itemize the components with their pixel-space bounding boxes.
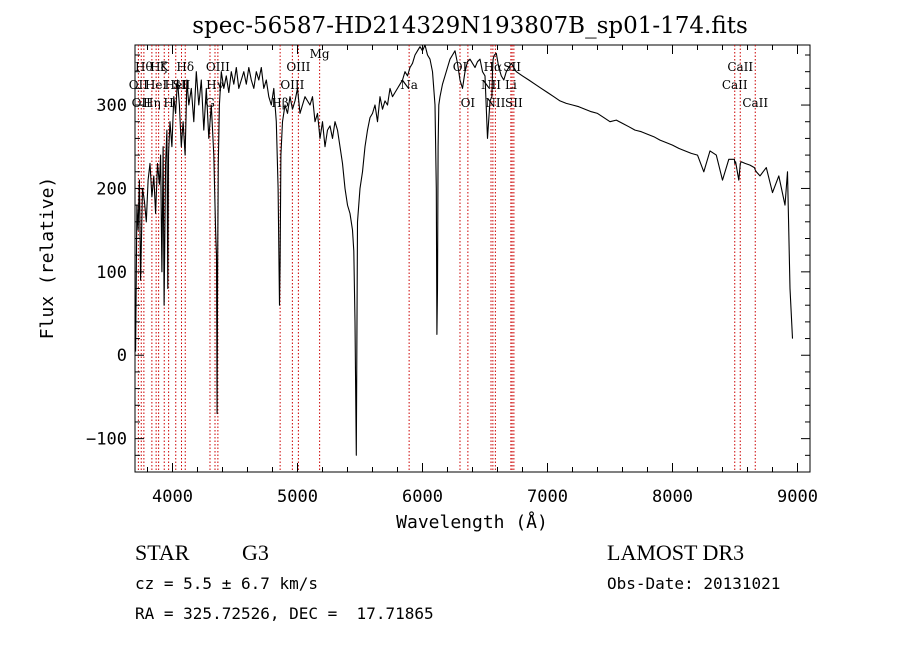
line-marker-label: OIII [206,60,230,74]
x-axis-label: Wavelength (Å) [396,511,548,533]
line-marker-label: OIII [280,78,304,92]
x-tick-label: 6000 [402,487,443,507]
line-marker-label: OII [132,96,152,110]
line-marker-label: CaII [722,78,748,92]
line-marker-label: OI [453,60,468,74]
observation-date: Obs-Date: 20131021 [607,574,780,593]
line-marker-label: Hθ [135,60,153,74]
y-tick-label: 100 [96,263,127,283]
chart-title: spec-56587-HD214329N193807B_sp01-174.fit… [192,13,748,39]
line-marker-label: NII [481,78,501,92]
object-class: STAR [135,540,190,565]
line-marker-label: CaII [727,60,753,74]
y-tick-label: −100 [86,430,127,450]
x-tick-label: 5000 [277,487,318,507]
line-marker-label: Na [400,78,418,92]
coordinates: RA = 325.72526, DEC = 17.71865 [135,604,434,623]
line-marker-label: Hη [143,96,161,110]
line-marker-label: CaII [742,96,768,110]
line-marker-label: HeI [165,78,188,92]
line-marker-label: Li [505,78,517,92]
y-tick-label: 0 [117,346,127,366]
line-marker-label: OIII [286,60,310,74]
spectrum-series-line [134,44,794,456]
tick-labels: 4000 5000 6000 7000 8000 9000 −100 0 100 200 300 [86,96,818,507]
survey-name: LAMOST DR3 [607,540,744,565]
y-axis-label: Flux (relative) [37,177,58,340]
line-marker-label: NII [485,96,505,110]
line-marker-label: H [163,96,173,110]
line-marker-label: G [205,96,215,110]
x-tick-label: 7000 [527,487,568,507]
spectral-line-labels: OIIOIIHθHηHeIHζKHHeISIIHδGHγOIIIHβOIIIOI… [129,47,769,110]
x-tick-label: 4000 [152,487,193,507]
line-marker-label: SII [503,60,521,74]
x-tick-label: 9000 [777,487,818,507]
line-marker-label: OII [129,78,149,92]
y-tick-label: 200 [96,179,127,199]
object-subclass: G3 [242,540,269,565]
line-marker-label: Hζ [150,60,167,74]
line-marker-label: Mg [310,47,330,61]
y-tick-label: 300 [96,96,127,116]
x-tick-label: 8000 [652,487,693,507]
spectral-line-markers [137,45,756,472]
line-marker-label: HeI [145,78,168,92]
line-marker-label: K [160,60,170,74]
line-marker-label: Hδ [176,60,194,74]
line-marker-label: OI [461,96,476,110]
line-marker-label: Hγ [206,78,224,92]
redshift-value: cz = 5.5 ± 6.7 km/s [135,574,318,593]
line-marker-label: SII [505,96,523,110]
